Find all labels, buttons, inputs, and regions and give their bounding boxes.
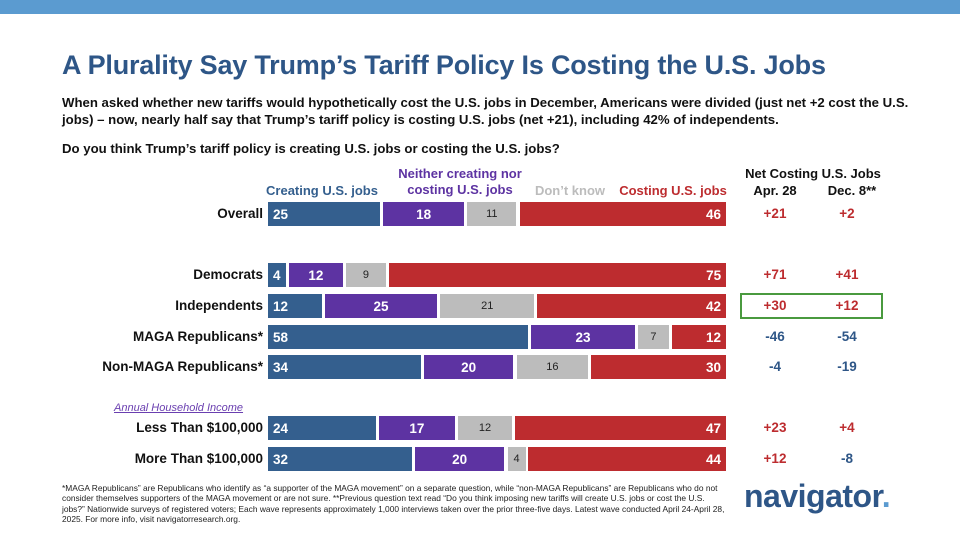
net-apr-28-more-than-100-000: +12 [763,451,787,466]
bar-dont-know-more-than-100-000: 4 [507,447,526,471]
net-dec-8-overall: +2 [839,206,855,221]
net-apr-28-overall: +21 [763,206,787,221]
bar-dont-know-overall: 11 [467,202,517,226]
bar-neither-more-than-100-000: 20 [414,447,505,471]
bar-costing-maga-republicans: 12 [672,325,726,349]
footnote: *MAGA Republicans” are Republicans who i… [62,483,725,525]
navigator-logo: navigator. [744,478,891,515]
bar-costing-less-than-100-000: 47 [515,416,726,440]
bar-neither-less-than-100-000: 17 [378,416,456,440]
bar-dont-know-independents: 21 [440,294,535,318]
logo-dot: . [881,478,891,514]
bar-dont-know-non-maga-republicans: 16 [516,355,589,379]
bar-neither-democrats: 12 [289,263,343,287]
bar-creating-independents: 12 [268,294,322,318]
bar-creating-non-maga-republicans: 34 [268,355,421,379]
bar-dont-know-less-than-100-000: 12 [458,416,512,440]
net-dec-8-less-than-100-000: +4 [839,420,855,435]
row-label-overall: Overall [217,206,263,221]
survey-question: Do you think Trump’s tariff policy is cr… [62,141,560,156]
header-neither-line2: costing U.S. jobs [407,182,513,197]
header-creating: Creating U.S. jobs [266,183,378,198]
bar-creating-maga-republicans: 58 [268,325,529,349]
net-apr-28-maga-republicans: -46 [765,329,785,344]
bar-costing-independents: 42 [537,294,726,318]
bar-creating-democrats: 4 [268,263,286,287]
bar-creating-overall: 25 [268,202,381,226]
header-net-dec: Dec. 8** [827,183,877,198]
row-label-non-maga-republicans: Non-MAGA Republicans* [102,359,263,374]
row-label-independents: Independents [175,298,263,313]
net-apr-28-independents: +30 [763,298,787,313]
header-neither-line1: Neither creating nor [398,166,522,181]
header-net-title: Net Costing U.S. Jobs [745,166,881,181]
net-dec-8-non-maga-republicans: -19 [837,359,857,374]
bar-costing-more-than-100-000: 44 [528,447,726,471]
bar-dont-know-democrats: 9 [345,263,387,287]
bar-neither-overall: 18 [383,202,465,226]
logo-word: navigator [744,478,882,514]
bar-creating-more-than-100-000: 32 [268,447,412,471]
page-title: A Plurality Say Trump’s Tariff Policy Is… [62,50,826,80]
section-label-income: Annual Household Income [114,402,244,414]
net-dec-8-democrats: +41 [835,267,859,282]
net-apr-28-democrats: +71 [763,267,787,282]
row-label-less-than-100-000: Less Than $100,000 [136,420,263,435]
bar-neither-maga-republicans: 23 [531,325,635,349]
bar-costing-democrats: 75 [389,263,727,287]
bar-dont-know-maga-republicans: 7 [637,325,670,349]
top-accent-bar [0,0,960,14]
net-dec-8-more-than-100-000: -8 [840,451,853,466]
bar-neither-non-maga-republicans: 20 [423,355,514,379]
header-net-apr: Apr. 28 [753,183,797,198]
net-apr-28-non-maga-republicans: -4 [768,359,781,374]
net-dec-8-independents: +12 [835,298,859,313]
net-dec-8-maga-republicans: -54 [837,329,857,344]
page-subtitle: When asked whether new tariffs would hyp… [62,95,909,127]
row-label-more-than-100-000: More Than $100,000 [134,451,263,466]
bar-costing-overall: 46 [519,202,726,226]
bar-creating-less-than-100-000: 24 [268,416,376,440]
independents-highlight-box [740,293,883,319]
row-label-democrats: Democrats [193,267,263,282]
header-neither: Neither creating nor costing U.S. jobs [380,166,540,198]
row-label-maga-republicans: MAGA Republicans* [132,329,263,344]
header-costing: Costing U.S. jobs [619,183,727,198]
bar-costing-non-maga-republicans: 30 [591,355,726,379]
header-dont-know: Don’t know [534,183,606,198]
net-apr-28-less-than-100-000: +23 [763,420,787,435]
bar-neither-independents: 25 [324,294,438,318]
